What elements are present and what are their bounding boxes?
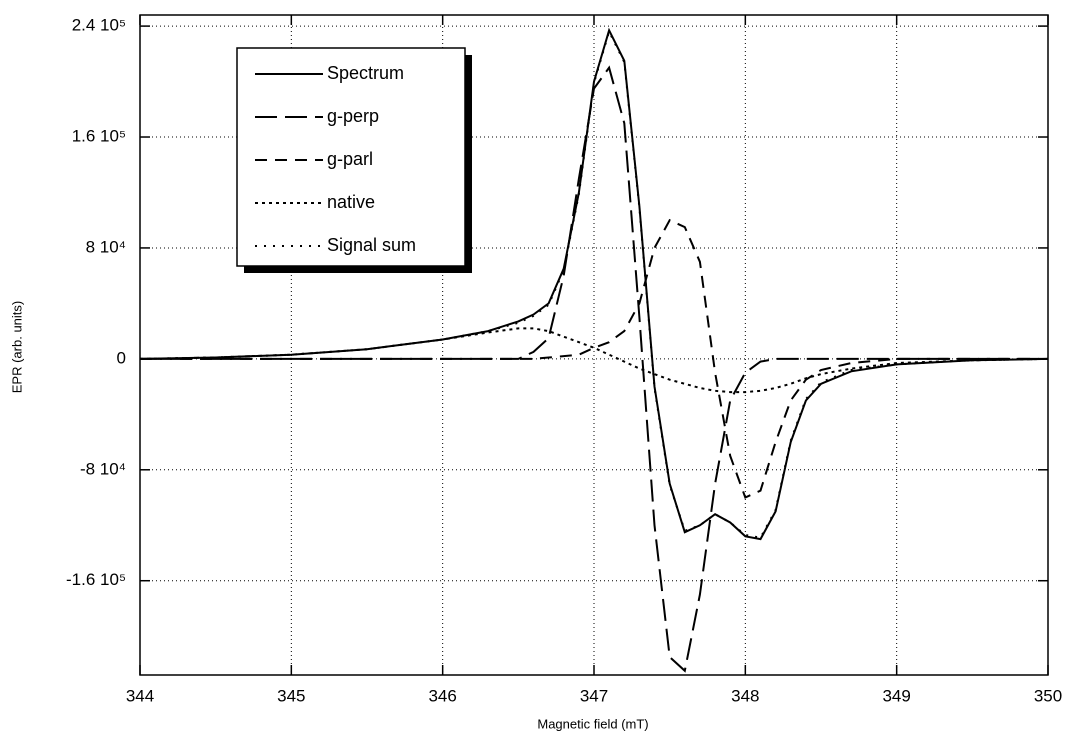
x-tick-label: 346 — [428, 686, 456, 705]
x-tick-label: 349 — [882, 686, 910, 705]
series-line — [140, 218, 1048, 499]
x-axis-label: Magnetic field (mT) — [537, 716, 648, 731]
y-tick-label: -8 10⁴ — [80, 459, 126, 478]
y-tick-label: 2.4 10⁵ — [72, 16, 126, 35]
legend-label: g-perp — [327, 106, 379, 126]
legend-label: native — [327, 192, 375, 212]
legend-label: Spectrum — [327, 63, 404, 83]
y-tick-label: 0 — [117, 348, 126, 367]
y-tick-label: -1.6 10⁵ — [66, 570, 126, 589]
y-axis-label: EPR (arb. units) — [9, 301, 24, 393]
series-line — [139, 327, 1049, 394]
x-tick-label: 350 — [1034, 686, 1062, 705]
legend — [236, 47, 466, 267]
x-tick-label: 344 — [126, 686, 154, 705]
y-tick-label: 8 10⁴ — [86, 237, 126, 256]
x-tick-label: 345 — [277, 686, 305, 705]
x-tick-label: 347 — [580, 686, 608, 705]
series-line — [139, 27, 1049, 541]
x-tick-label: 348 — [731, 686, 759, 705]
y-tick-label: 1.6 10⁵ — [72, 127, 126, 146]
plot-frame — [139, 14, 1049, 676]
legend-label: Signal sum — [327, 235, 416, 255]
legend-label: g-parl — [327, 149, 373, 169]
